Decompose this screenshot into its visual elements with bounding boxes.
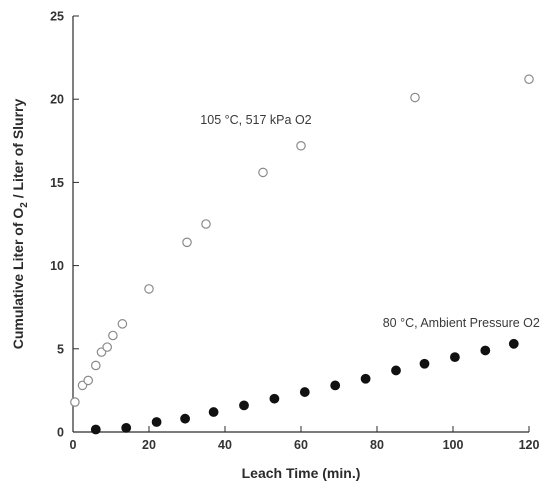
filled-circle-point bbox=[239, 400, 249, 411]
x-tick-label: 80 bbox=[370, 438, 384, 452]
y-axis-title-subscript: 2 bbox=[19, 202, 30, 208]
filled-circle-point bbox=[330, 380, 341, 391]
y-tick-label: 5 bbox=[57, 342, 64, 356]
y-tick-label: 20 bbox=[50, 93, 64, 107]
filled-circle-point bbox=[269, 393, 280, 404]
plot-frame bbox=[72, 16, 529, 433]
filled-circle-point bbox=[508, 338, 519, 349]
x-axis-ticks: 0 20 40 60 80 100 120 bbox=[70, 426, 540, 452]
open-circle-point bbox=[182, 237, 192, 248]
open-circle-point bbox=[524, 74, 534, 85]
filled-circle-point bbox=[360, 373, 371, 384]
y-axis-title: Cumulative Liter of O2 / Liter of Slurry bbox=[10, 98, 30, 349]
y-axis-title-main: Cumulative Liter of O bbox=[10, 208, 26, 350]
filled-circle-point bbox=[90, 424, 101, 435]
open-circle-point bbox=[258, 167, 268, 178]
y-tick-label: 25 bbox=[50, 10, 64, 24]
series-layer bbox=[70, 74, 534, 435]
filled-circle-point bbox=[299, 387, 310, 397]
annotation-label: 80 °C, Ambient Pressure O2 bbox=[383, 316, 540, 330]
y-axis-ticks: 0 5 10 15 20 25 bbox=[50, 10, 79, 440]
open-circle-point bbox=[70, 397, 80, 407]
y-tick-label: 10 bbox=[50, 259, 64, 273]
x-tick-label: 40 bbox=[218, 438, 232, 452]
open-circle-point bbox=[410, 92, 420, 103]
series-2 bbox=[90, 338, 519, 435]
open-circle-point bbox=[83, 375, 93, 386]
series-1 bbox=[70, 74, 534, 407]
x-tick-label: 20 bbox=[142, 438, 156, 452]
open-circle-point bbox=[108, 330, 118, 341]
x-tick-label: 100 bbox=[443, 438, 464, 452]
open-circle-point bbox=[144, 284, 154, 294]
filled-circle-point bbox=[121, 422, 132, 433]
filled-circle-point bbox=[208, 407, 219, 417]
filled-circle-point bbox=[151, 417, 162, 427]
open-circle-point bbox=[91, 360, 101, 371]
x-tick-label: 0 bbox=[70, 438, 77, 452]
open-circle-point bbox=[201, 219, 211, 229]
y-tick-label: 0 bbox=[57, 426, 64, 440]
filled-circle-point bbox=[180, 413, 191, 424]
filled-circle-point bbox=[450, 352, 460, 363]
annotation-layer: 105 °C, 517 kPa O2 80 °C, Ambient Pressur… bbox=[200, 113, 540, 330]
filled-circle-point bbox=[480, 345, 491, 356]
annotation-label: 105 °C, 517 kPa O2 bbox=[200, 113, 311, 127]
y-axis-title-rest: / Liter of Slurry bbox=[10, 98, 26, 202]
x-axis-title: Leach Time (min.) bbox=[242, 465, 361, 481]
y-tick-label: 15 bbox=[50, 176, 64, 190]
x-tick-label: 60 bbox=[294, 438, 308, 452]
x-tick-label: 120 bbox=[519, 438, 540, 452]
open-circle-point bbox=[102, 342, 112, 352]
filled-circle-point bbox=[419, 358, 430, 369]
open-circle-point bbox=[296, 140, 306, 151]
open-circle-point bbox=[117, 319, 128, 329]
filled-circle-point bbox=[391, 365, 401, 376]
